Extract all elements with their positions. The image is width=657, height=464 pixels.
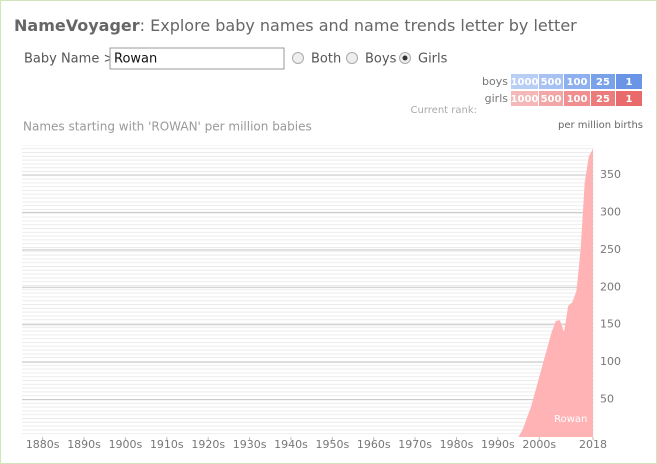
y-tick-label: 300 <box>600 205 621 218</box>
rank-cell <box>539 74 563 89</box>
x-tick-label: 2018 <box>579 438 607 451</box>
x-tick-label: 1960s <box>357 438 391 451</box>
y-tick-label: 200 <box>600 280 621 293</box>
radio[interactable] <box>292 52 304 64</box>
rank-row-label: boys <box>482 75 508 88</box>
name-input[interactable] <box>109 47 285 70</box>
rank-value: 100 <box>567 77 588 88</box>
x-tick-label: 1940s <box>274 438 308 451</box>
rank-cell <box>591 91 615 106</box>
input-label: Baby Name > <box>24 52 114 67</box>
x-tick-label: 1900s <box>109 438 143 451</box>
rank-value: 1000 <box>511 94 539 105</box>
x-tick-label: 2000s <box>522 438 556 451</box>
x-tick-label: 1950s <box>315 438 349 451</box>
x-tick-label: 1970s <box>398 438 432 451</box>
radio-dot <box>402 55 408 61</box>
x-tick-label: 1980s <box>440 438 474 451</box>
y-tick-label: 100 <box>600 355 621 368</box>
x-tick-label: 1920s <box>191 438 225 451</box>
rank-value: 1000 <box>511 77 539 88</box>
x-tick-label: 1990s <box>481 438 515 451</box>
y-tick-label: 50 <box>600 393 614 406</box>
title-text: : Explore baby names and name trends let… <box>140 16 578 35</box>
y-tick-label: 250 <box>600 243 621 256</box>
series-label: Rowan <box>554 414 587 425</box>
rank-cell <box>616 91 642 106</box>
y-tick-label: 150 <box>600 318 621 331</box>
rank-value: 25 <box>596 94 610 105</box>
rank-value: 1 <box>626 77 633 88</box>
x-tick-label: 1890s <box>67 438 101 451</box>
rank-value: 100 <box>567 94 588 105</box>
chart-title: Names starting with 'ROWAN' per million … <box>23 120 312 134</box>
rank-row-label: girls <box>485 92 509 105</box>
rank-value: 25 <box>596 77 610 88</box>
rank-value: 500 <box>541 77 562 88</box>
rank-value: 500 <box>541 94 562 105</box>
rank-cell <box>616 74 642 89</box>
rank-cell <box>564 91 590 106</box>
radio-label: Boys <box>365 52 397 67</box>
rank-cell <box>591 74 615 89</box>
rank-cell <box>511 74 538 89</box>
radio[interactable] <box>346 52 358 64</box>
y-tick-label: 350 <box>600 168 621 181</box>
rank-value: 1 <box>626 94 633 105</box>
rank-cell <box>564 74 590 89</box>
radio-label: Both <box>311 52 341 67</box>
y-axis-label: per million births <box>558 120 643 131</box>
area <box>518 148 593 437</box>
x-tick-label: 1930s <box>233 438 267 451</box>
plot-bg <box>22 145 594 437</box>
radio-label: Girls <box>418 52 448 67</box>
x-tick-label: 1880s <box>26 438 60 451</box>
rank-cell <box>539 91 563 106</box>
title: NameVoyager: Explore baby names and name… <box>14 16 577 35</box>
brand: NameVoyager <box>14 16 140 35</box>
rank-cell <box>511 91 538 106</box>
input-value: Rowan <box>114 52 157 67</box>
x-tick-label: 1910s <box>150 438 184 451</box>
rank-caption: Current rank: <box>411 105 477 116</box>
